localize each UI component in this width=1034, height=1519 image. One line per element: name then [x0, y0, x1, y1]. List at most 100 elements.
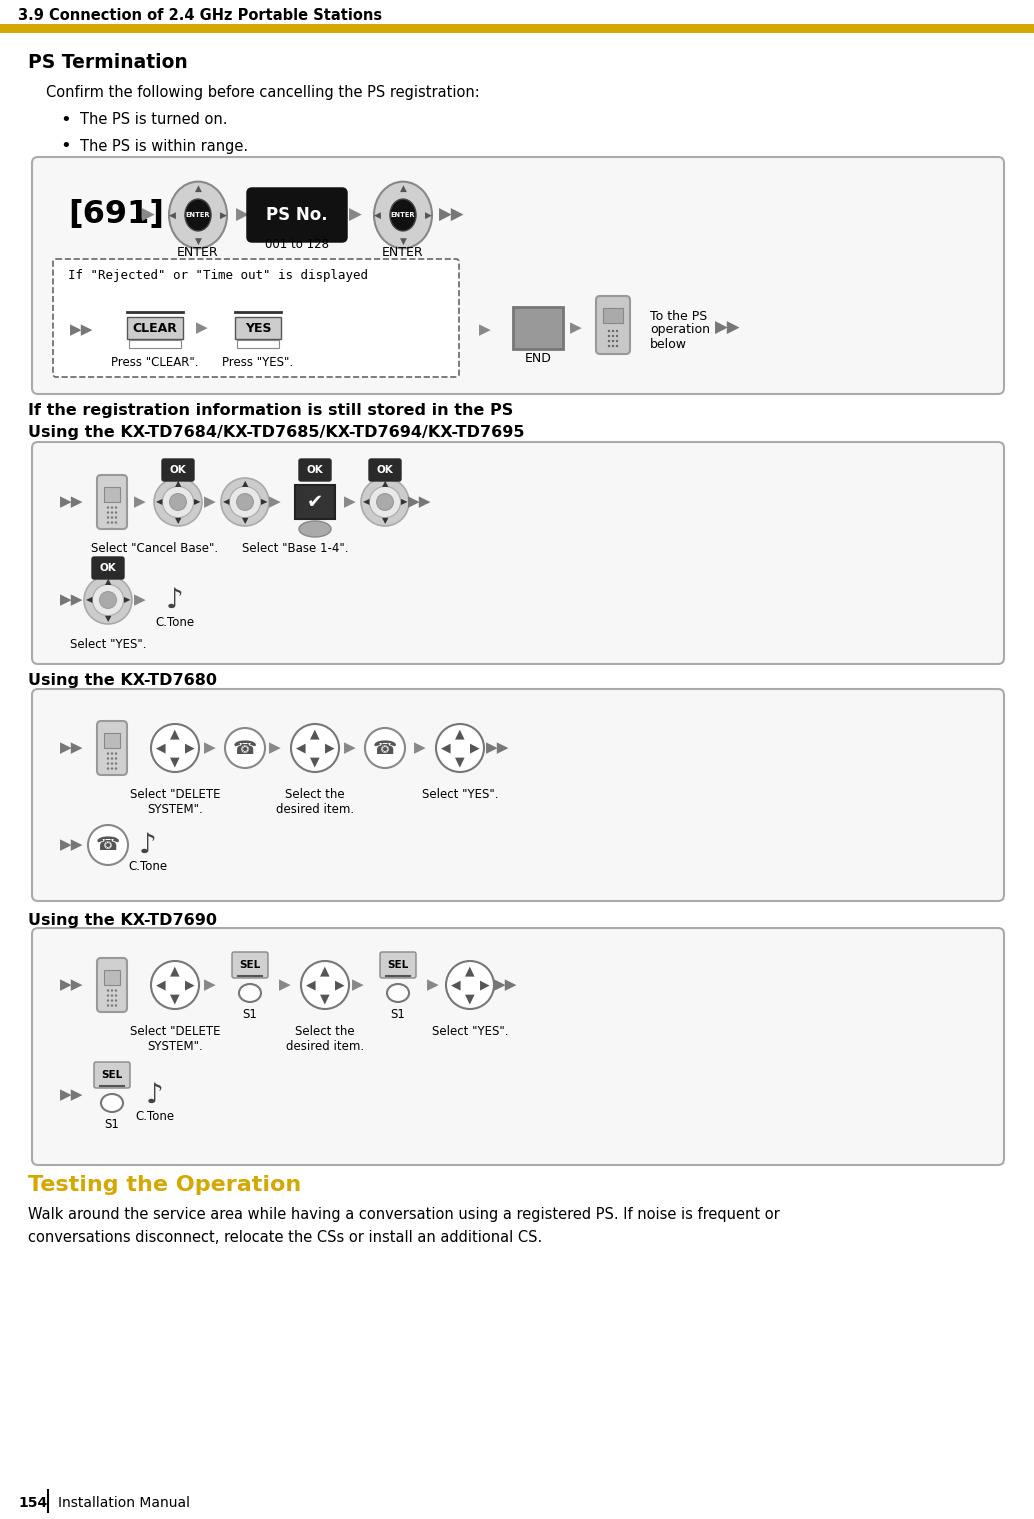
Text: ◀: ◀ [86, 595, 92, 605]
Circle shape [111, 516, 113, 518]
Circle shape [115, 506, 117, 509]
Text: Using the KX-TD7680: Using the KX-TD7680 [28, 673, 217, 688]
Circle shape [92, 585, 124, 615]
Text: Select the
desired item.: Select the desired item. [276, 788, 354, 816]
Text: Testing the Operation: Testing the Operation [28, 1176, 301, 1195]
FancyBboxPatch shape [232, 952, 268, 978]
Circle shape [107, 516, 110, 518]
Text: ▶▶: ▶▶ [486, 740, 510, 755]
Text: ▶: ▶ [196, 321, 208, 336]
Text: ♪: ♪ [140, 831, 157, 860]
Ellipse shape [387, 984, 409, 1003]
FancyBboxPatch shape [53, 260, 459, 377]
Circle shape [361, 478, 409, 526]
Text: ▶: ▶ [335, 978, 344, 992]
Text: ▲: ▲ [399, 184, 406, 193]
Bar [603, 308, 624, 324]
Text: ▶: ▶ [427, 978, 438, 992]
Circle shape [107, 506, 110, 509]
Text: To the PS: To the PS [650, 310, 707, 322]
Ellipse shape [185, 199, 211, 231]
Text: ▼: ▼ [171, 993, 180, 1006]
Text: ▲: ▲ [455, 728, 465, 740]
Text: ▶: ▶ [185, 978, 194, 992]
Text: ◀: ◀ [156, 498, 162, 506]
Text: ▶: ▶ [142, 207, 154, 223]
Circle shape [608, 334, 610, 337]
Ellipse shape [169, 182, 227, 248]
Text: S1: S1 [243, 1009, 257, 1021]
Text: YES: YES [245, 322, 271, 334]
FancyBboxPatch shape [381, 952, 416, 978]
Circle shape [225, 728, 265, 769]
Text: END: END [524, 351, 551, 365]
Text: ▶▶: ▶▶ [439, 207, 464, 223]
FancyBboxPatch shape [32, 690, 1004, 901]
Circle shape [608, 345, 610, 348]
Text: OK: OK [376, 465, 393, 475]
Bar [237, 340, 279, 348]
Circle shape [107, 1000, 110, 1001]
Text: Press "CLEAR".: Press "CLEAR". [112, 355, 199, 369]
Text: OK: OK [99, 564, 117, 573]
Circle shape [115, 995, 117, 996]
Text: C.Tone: C.Tone [135, 1110, 175, 1124]
Circle shape [111, 1000, 113, 1001]
Circle shape [88, 825, 128, 864]
Text: ♪: ♪ [166, 586, 184, 614]
Text: The PS is turned on.: The PS is turned on. [80, 112, 227, 128]
Bar [104, 488, 120, 501]
FancyBboxPatch shape [162, 459, 194, 482]
Text: operation: operation [650, 324, 710, 337]
Text: ▼: ▼ [321, 993, 330, 1006]
Circle shape [111, 1004, 113, 1007]
Text: If "Rejected" or "Time out" is displayed: If "Rejected" or "Time out" is displayed [68, 269, 368, 283]
Circle shape [612, 340, 614, 342]
Circle shape [612, 330, 614, 333]
Text: ▶: ▶ [425, 211, 432, 220]
Text: ENTER: ENTER [177, 246, 219, 260]
Text: ▶▶: ▶▶ [60, 978, 84, 992]
FancyBboxPatch shape [369, 459, 401, 482]
Text: ▲: ▲ [242, 478, 248, 488]
Text: ENTER: ENTER [186, 213, 210, 219]
Circle shape [376, 494, 393, 510]
Circle shape [111, 752, 113, 755]
Text: ◀: ◀ [296, 741, 305, 755]
Text: ☎: ☎ [233, 738, 257, 758]
Circle shape [446, 962, 494, 1009]
Circle shape [99, 591, 117, 609]
Text: ◀: ◀ [306, 978, 315, 992]
Text: ◀: ◀ [169, 211, 176, 220]
FancyBboxPatch shape [596, 296, 630, 354]
Text: ENTER: ENTER [383, 246, 424, 260]
FancyBboxPatch shape [299, 459, 331, 482]
Circle shape [84, 576, 132, 624]
Text: ▶: ▶ [134, 495, 146, 509]
Text: •: • [60, 111, 70, 129]
Circle shape [111, 767, 113, 770]
Text: ▶: ▶ [236, 207, 248, 223]
Text: ENTER: ENTER [391, 213, 416, 219]
Text: ☎: ☎ [96, 835, 120, 855]
Circle shape [608, 340, 610, 342]
Text: ▶: ▶ [269, 495, 281, 509]
Text: ▲: ▲ [171, 965, 180, 977]
Text: Select "Cancel Base".: Select "Cancel Base". [91, 541, 218, 554]
Text: ▼: ▼ [242, 516, 248, 526]
Text: ▶▶: ▶▶ [60, 495, 84, 509]
Ellipse shape [239, 984, 261, 1003]
Text: Select "YES".: Select "YES". [422, 788, 498, 801]
Circle shape [162, 486, 193, 518]
Text: ▼: ▼ [171, 756, 180, 769]
Circle shape [115, 516, 117, 518]
Circle shape [616, 345, 618, 348]
FancyBboxPatch shape [97, 722, 127, 775]
Bar [104, 971, 120, 984]
Text: ▼: ▼ [104, 615, 112, 623]
Text: Walk around the service area while having a conversation using a registered PS. : Walk around the service area while havin… [28, 1208, 780, 1223]
Text: CLEAR: CLEAR [132, 322, 178, 334]
Circle shape [111, 521, 113, 524]
Text: Select "YES".: Select "YES". [69, 638, 146, 650]
Text: Select the
desired item.: Select the desired item. [286, 1025, 364, 1053]
